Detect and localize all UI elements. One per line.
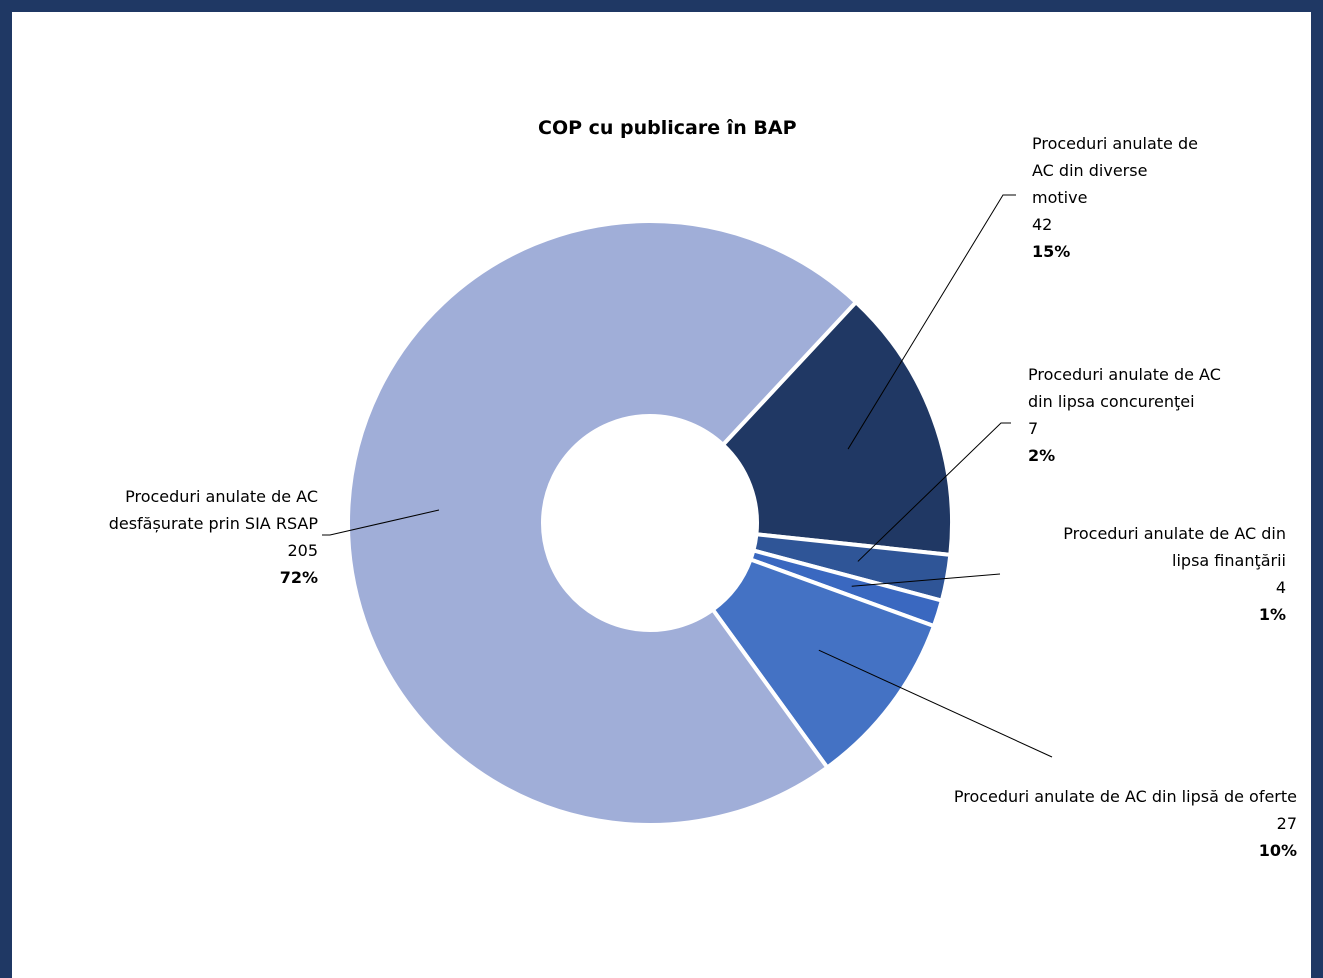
label-text-line: Proceduri anulate de AC (125, 487, 318, 506)
label-text-line: motive (1032, 188, 1088, 207)
label-percent: 1% (1258, 605, 1286, 624)
slice-lipsa-de-oferte (710, 556, 937, 771)
data-label-lipsa-de-oferte: Proceduri anulate de AC din lipsă de ofe… (954, 783, 1297, 864)
leader-line-diverse-motive (847, 194, 1016, 450)
label-text-line: Proceduri anulate de AC (1028, 365, 1221, 384)
label-value: 27 (1276, 814, 1297, 833)
leader-line-lipsa-de-oferte (818, 649, 1053, 758)
chart-title: COP cu publicare în BAP (538, 117, 797, 139)
label-value: 4 (1275, 578, 1286, 597)
leader-line-lipsa-concurentei (857, 422, 1011, 562)
data-label-sia-rsap: Proceduri anulate de AC desfășurate prin… (109, 483, 318, 591)
leader-line-sia-rsap (322, 509, 440, 536)
label-text-line: Proceduri anulate de AC din (1063, 524, 1286, 543)
label-percent: 15% (1032, 242, 1071, 261)
label-value: 42 (1032, 215, 1053, 234)
data-label-lipsa-finantarii: Proceduri anulate de AC din lipsa finanţ… (1063, 520, 1286, 628)
label-text-line: lipsa finanţării (1172, 551, 1286, 570)
label-text-line: desfășurate prin SIA RSAP (108, 514, 318, 533)
leader-lines (322, 194, 1053, 758)
slice-diverse-motive (720, 299, 954, 558)
label-value: 7 (1028, 419, 1039, 438)
label-text-line: Proceduri anulate de AC din lipsă de ofe… (953, 787, 1297, 806)
label-percent: 10% (1258, 841, 1297, 860)
label-value: 205 (287, 541, 318, 560)
label-text-line: AC din diverse (1032, 161, 1148, 180)
label-text-line: din lipsa concurenţei (1028, 392, 1195, 411)
label-text-line: Proceduri anulate de (1032, 134, 1198, 153)
slice-sia-rsap (346, 219, 859, 827)
label-percent: 72% (279, 568, 318, 587)
data-label-diverse-motive: Proceduri anulate de AC din diverse moti… (1032, 130, 1198, 265)
label-percent: 2% (1028, 446, 1056, 465)
leader-line-lipsa-finantarii (851, 573, 1001, 587)
donut-slices (346, 219, 954, 827)
data-label-lipsa-concurentei: Proceduri anulate de AC din lipsa concur… (1028, 361, 1221, 469)
